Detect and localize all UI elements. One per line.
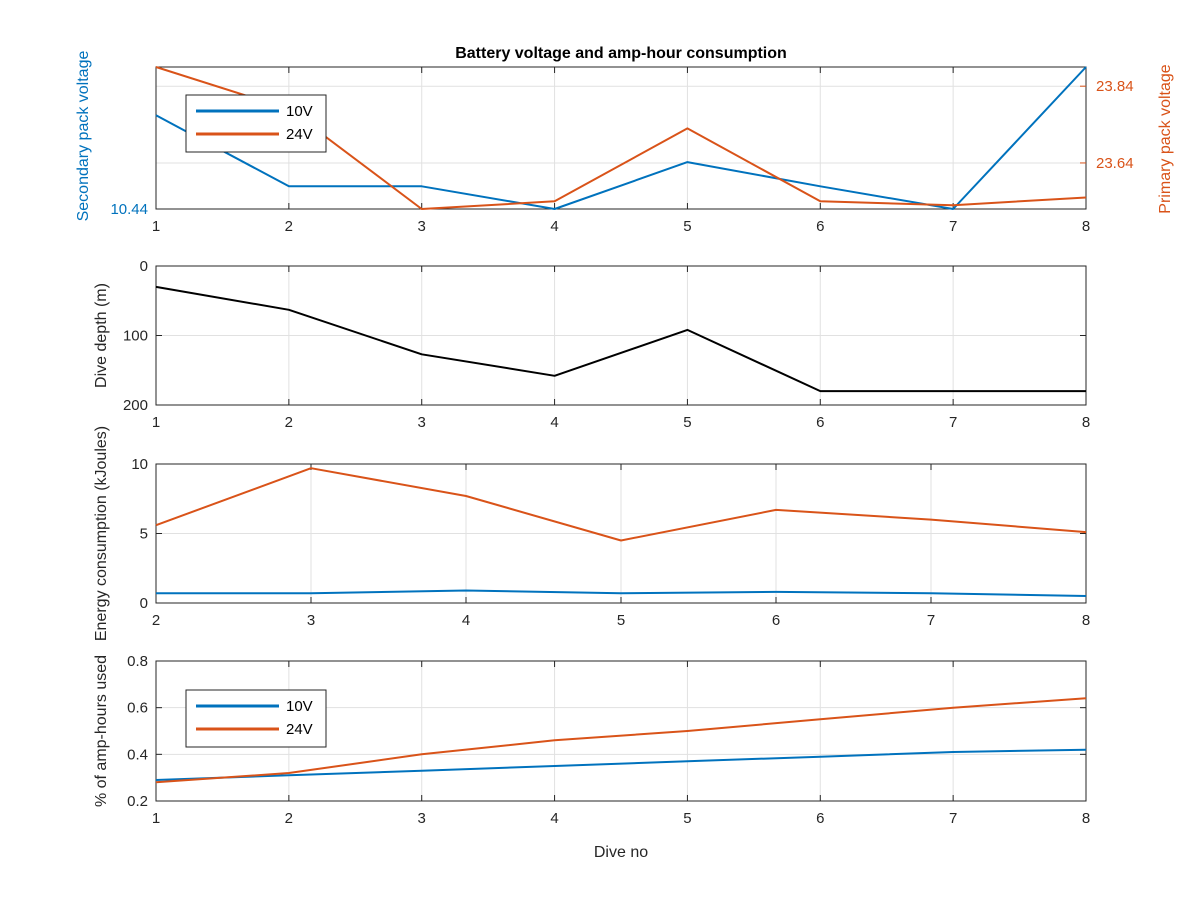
series-line-depth (155, 285, 1086, 393)
chart-title: Battery voltage and amp-hour consumption (455, 45, 787, 62)
x-tick-label: 5 (683, 810, 691, 827)
x-tick-label: 6 (772, 612, 780, 629)
x-tick-label: 5 (617, 612, 625, 629)
x-tick-label: 3 (418, 810, 426, 827)
x-tick-label: 7 (927, 612, 935, 629)
y-tick-label: 100 (123, 328, 148, 345)
x-tick-label: 6 (816, 810, 824, 827)
y-axis-label-left: Secondary pack voltage (75, 51, 92, 222)
legend-label: 10V (286, 698, 313, 715)
x-tick-label: 5 (683, 414, 691, 431)
x-tick-label: 6 (816, 414, 824, 431)
x-tick-label: 8 (1082, 612, 1090, 629)
x-tick-label: 3 (418, 218, 426, 235)
x-tick-label: 8 (1082, 414, 1090, 431)
y-tick-label: 5 (140, 526, 148, 543)
y-tick-label: 0.2 (127, 793, 148, 810)
x-tick-label: 6 (816, 218, 824, 235)
x-tick-label: 1 (152, 218, 160, 235)
x-tick-label: 5 (683, 218, 691, 235)
y-tick-label: 0.8 (127, 653, 148, 670)
x-tick-label: 2 (285, 414, 293, 431)
x-tick-label: 3 (307, 612, 315, 629)
series-line-10v (155, 748, 1087, 781)
legend-label: 10V (286, 103, 313, 120)
x-tick-label: 4 (462, 612, 470, 629)
legend-label: 24V (286, 721, 313, 738)
y-tick-label: 0 (140, 258, 148, 275)
x-tick-label: 2 (285, 218, 293, 235)
legend-box (185, 94, 327, 153)
x-tick-label: 8 (1082, 810, 1090, 827)
x-tick-label: 7 (949, 414, 957, 431)
x-axis-label: Dive no (594, 844, 648, 861)
x-tick-label: 1 (152, 414, 160, 431)
x-tick-label: 7 (949, 218, 957, 235)
y-axis-label: Energy consumption (kJoules) (93, 426, 110, 641)
axes-box (155, 66, 1087, 210)
x-tick-label: 3 (418, 414, 426, 431)
y-axis-label: % of amp-hours used (93, 655, 110, 807)
x-tick-label: 4 (550, 810, 558, 827)
legend-label: 24V (286, 126, 313, 143)
series-line-24v (155, 697, 1087, 784)
y-tick-label: 10 (131, 456, 148, 473)
x-tick-label: 8 (1082, 218, 1090, 235)
x-tick-label: 2 (152, 612, 160, 629)
y-right-tick-label: 23.84 (1096, 78, 1134, 95)
y-tick-label: 0.6 (127, 700, 148, 717)
x-tick-label: 1 (152, 810, 160, 827)
x-tick-label: 4 (550, 218, 558, 235)
x-tick-label: 4 (550, 414, 558, 431)
legend-box (185, 689, 327, 748)
x-tick-label: 2 (285, 810, 293, 827)
x-tick-label: 7 (949, 810, 957, 827)
y-axis-label: Dive depth (m) (93, 283, 110, 388)
y-tick-label: 200 (123, 397, 148, 414)
axes-box (155, 660, 1087, 802)
y-tick-label: 0 (140, 595, 148, 612)
y-tick-label: 0.4 (127, 746, 148, 763)
y-tick-label: 10.44 (110, 201, 148, 218)
y-right-tick-label: 23.64 (1096, 155, 1134, 172)
y-axis-label-right: Primary pack voltage (1157, 64, 1174, 213)
